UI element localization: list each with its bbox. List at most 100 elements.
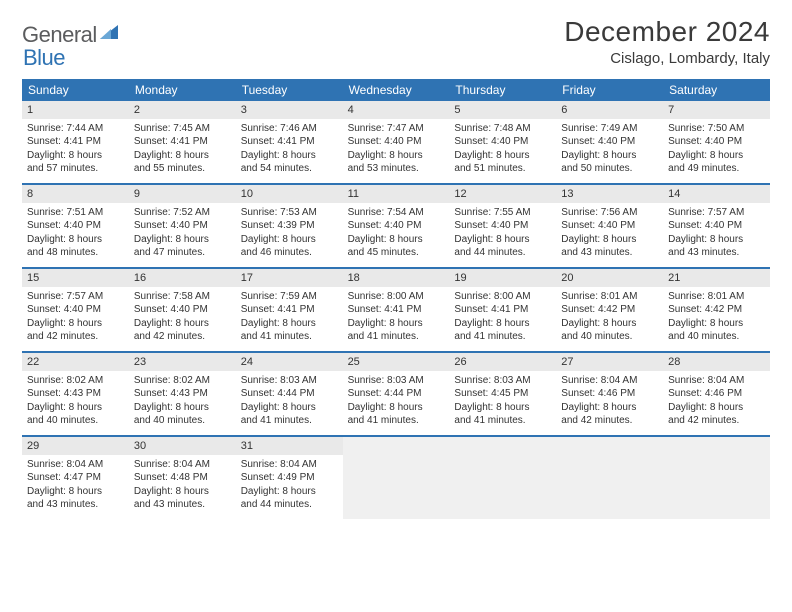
calendar-cell: 15Sunrise: 7:57 AMSunset: 4:40 PMDayligh…: [22, 269, 129, 351]
sunset-line: Sunset: 4:40 PM: [348, 219, 445, 233]
sunrise-line: Sunrise: 7:57 AM: [27, 290, 124, 304]
daylight-line-1: Daylight: 8 hours: [668, 149, 765, 163]
day-details: Sunrise: 8:03 AMSunset: 4:45 PMDaylight:…: [449, 371, 556, 432]
calendar-cell: 10Sunrise: 7:53 AMSunset: 4:39 PMDayligh…: [236, 185, 343, 267]
day-details: Sunrise: 7:57 AMSunset: 4:40 PMDaylight:…: [22, 287, 129, 348]
daylight-line-1: Daylight: 8 hours: [454, 149, 551, 163]
sunset-line: Sunset: 4:40 PM: [27, 303, 124, 317]
sunrise-line: Sunrise: 8:04 AM: [561, 374, 658, 388]
calendar-page: General December 2024 Cislago, Lombardy,…: [0, 0, 792, 519]
dayhead-fri: Friday: [556, 79, 663, 101]
sunrise-line: Sunrise: 8:00 AM: [348, 290, 445, 304]
day-number: 4: [343, 101, 450, 119]
day-details: Sunrise: 8:04 AMSunset: 4:46 PMDaylight:…: [663, 371, 770, 432]
dayhead-thu: Thursday: [449, 79, 556, 101]
daylight-line-1: Daylight: 8 hours: [454, 317, 551, 331]
daylight-line-1: Daylight: 8 hours: [134, 149, 231, 163]
day-details: Sunrise: 7:51 AMSunset: 4:40 PMDaylight:…: [22, 203, 129, 264]
calendar-cell: 17Sunrise: 7:59 AMSunset: 4:41 PMDayligh…: [236, 269, 343, 351]
day-number: 15: [22, 269, 129, 287]
daylight-line-1: Daylight: 8 hours: [134, 233, 231, 247]
logo-triangle-icon: [100, 19, 120, 45]
day-details: Sunrise: 7:55 AMSunset: 4:40 PMDaylight:…: [449, 203, 556, 264]
day-details: Sunrise: 8:02 AMSunset: 4:43 PMDaylight:…: [22, 371, 129, 432]
sunrise-line: Sunrise: 7:51 AM: [27, 206, 124, 220]
day-number: 16: [129, 269, 236, 287]
daylight-line-2: and 42 minutes.: [668, 414, 765, 428]
calendar-cell: 24Sunrise: 8:03 AMSunset: 4:44 PMDayligh…: [236, 353, 343, 435]
day-details: Sunrise: 7:54 AMSunset: 4:40 PMDaylight:…: [343, 203, 450, 264]
calendar-cell: 2Sunrise: 7:45 AMSunset: 4:41 PMDaylight…: [129, 101, 236, 183]
day-details: Sunrise: 7:53 AMSunset: 4:39 PMDaylight:…: [236, 203, 343, 264]
day-details: Sunrise: 7:46 AMSunset: 4:41 PMDaylight:…: [236, 119, 343, 180]
daylight-line-1: Daylight: 8 hours: [561, 401, 658, 415]
calendar-cell: 25Sunrise: 8:03 AMSunset: 4:44 PMDayligh…: [343, 353, 450, 435]
day-number: 13: [556, 185, 663, 203]
day-number: 5: [449, 101, 556, 119]
calendar-cell: 19 Sunrise: 8:00 AMSunset: 4:41 PMDayligh…: [449, 269, 556, 351]
calendar-cell: 14Sunrise: 7:57 AMSunset: 4:40 PMDayligh…: [663, 185, 770, 267]
daylight-line-2: and 40 minutes.: [668, 330, 765, 344]
sunrise-line: Sunrise: 7:50 AM: [668, 122, 765, 136]
daylight-line-1: Daylight: 8 hours: [561, 149, 658, 163]
sunrise-line: Sunrise: 8:00 AM: [454, 290, 551, 304]
sunset-line: Sunset: 4:46 PM: [668, 387, 765, 401]
daylight-line-2: and 46 minutes.: [241, 246, 338, 260]
day-details: Sunrise: 8:03 AMSunset: 4:44 PMDaylight:…: [343, 371, 450, 432]
sunset-line: Sunset: 4:41 PM: [27, 135, 124, 149]
sunrise-line: Sunrise: 7:55 AM: [454, 206, 551, 220]
sunrise-line: Sunrise: 8:03 AM: [348, 374, 445, 388]
logo-word2: Blue: [23, 45, 65, 71]
daylight-line-2: and 53 minutes.: [348, 162, 445, 176]
daylight-line-1: Daylight: 8 hours: [668, 317, 765, 331]
day-number: 21: [663, 269, 770, 287]
sunset-line: Sunset: 4:41 PM: [241, 303, 338, 317]
daylight-line-2: and 41 minutes.: [348, 330, 445, 344]
day-details: Sunrise: 8:01 AMSunset: 4:42 PMDaylight:…: [663, 287, 770, 348]
day-details: Sunrise: 8:02 AMSunset: 4:43 PMDaylight:…: [129, 371, 236, 432]
sunrise-line: Sunrise: 8:02 AM: [134, 374, 231, 388]
daylight-line-1: Daylight: 8 hours: [668, 401, 765, 415]
calendar-cell: 4Sunrise: 7:47 AMSunset: 4:40 PMDaylight…: [343, 101, 450, 183]
calendar-week: 1Sunrise: 7:44 AMSunset: 4:41 PMDaylight…: [22, 101, 770, 185]
title-block: December 2024 Cislago, Lombardy, Italy: [564, 16, 770, 67]
calendar-cell: 7Sunrise: 7:50 AMSunset: 4:40 PMDaylight…: [663, 101, 770, 183]
dayhead-mon: Monday: [129, 79, 236, 101]
calendar-cell: 28Sunrise: 8:04 AMSunset: 4:46 PMDayligh…: [663, 353, 770, 435]
sunset-line: Sunset: 4:44 PM: [241, 387, 338, 401]
sunset-line: Sunset: 4:41 PM: [348, 303, 445, 317]
calendar-cell: [556, 437, 663, 519]
day-details: Sunrise: 7:48 AMSunset: 4:40 PMDaylight:…: [449, 119, 556, 180]
calendar-cell: 9Sunrise: 7:52 AMSunset: 4:40 PMDaylight…: [129, 185, 236, 267]
day-number: 14: [663, 185, 770, 203]
calendar-week: 8Sunrise: 7:51 AMSunset: 4:40 PMDaylight…: [22, 185, 770, 269]
day-number: 9: [129, 185, 236, 203]
daylight-line-2: and 44 minutes.: [454, 246, 551, 260]
day-details: Sunrise: 8:01 AMSunset: 4:42 PMDaylight:…: [556, 287, 663, 348]
calendar-cell: 27Sunrise: 8:04 AMSunset: 4:46 PMDayligh…: [556, 353, 663, 435]
day-number: 2: [129, 101, 236, 119]
location: Cislago, Lombardy, Italy: [564, 50, 770, 67]
daylight-line-2: and 40 minutes.: [134, 414, 231, 428]
sunset-line: Sunset: 4:46 PM: [561, 387, 658, 401]
daylight-line-2: and 57 minutes.: [27, 162, 124, 176]
sunset-line: Sunset: 4:40 PM: [454, 135, 551, 149]
day-number: 19: [449, 269, 556, 287]
day-details: Sunrise: 8:00 AMSunset: 4:41 PMDaylight:…: [343, 287, 450, 348]
calendar-cell: 12Sunrise: 7:55 AMSunset: 4:40 PMDayligh…: [449, 185, 556, 267]
daylight-line-1: Daylight: 8 hours: [348, 149, 445, 163]
calendar-cell: 6Sunrise: 7:49 AMSunset: 4:40 PMDaylight…: [556, 101, 663, 183]
daylight-line-1: Daylight: 8 hours: [454, 401, 551, 415]
sunset-line: Sunset: 4:41 PM: [454, 303, 551, 317]
day-number: 8: [22, 185, 129, 203]
sunset-line: Sunset: 4:48 PM: [134, 471, 231, 485]
daylight-line-1: Daylight: 8 hours: [241, 317, 338, 331]
sunset-line: Sunset: 4:44 PM: [348, 387, 445, 401]
day-number: 31: [236, 437, 343, 455]
daylight-line-1: Daylight: 8 hours: [27, 149, 124, 163]
sunset-line: Sunset: 4:49 PM: [241, 471, 338, 485]
day-number: 18: [343, 269, 450, 287]
day-number: 22: [22, 353, 129, 371]
day-number: 1: [22, 101, 129, 119]
daylight-line-1: Daylight: 8 hours: [134, 317, 231, 331]
